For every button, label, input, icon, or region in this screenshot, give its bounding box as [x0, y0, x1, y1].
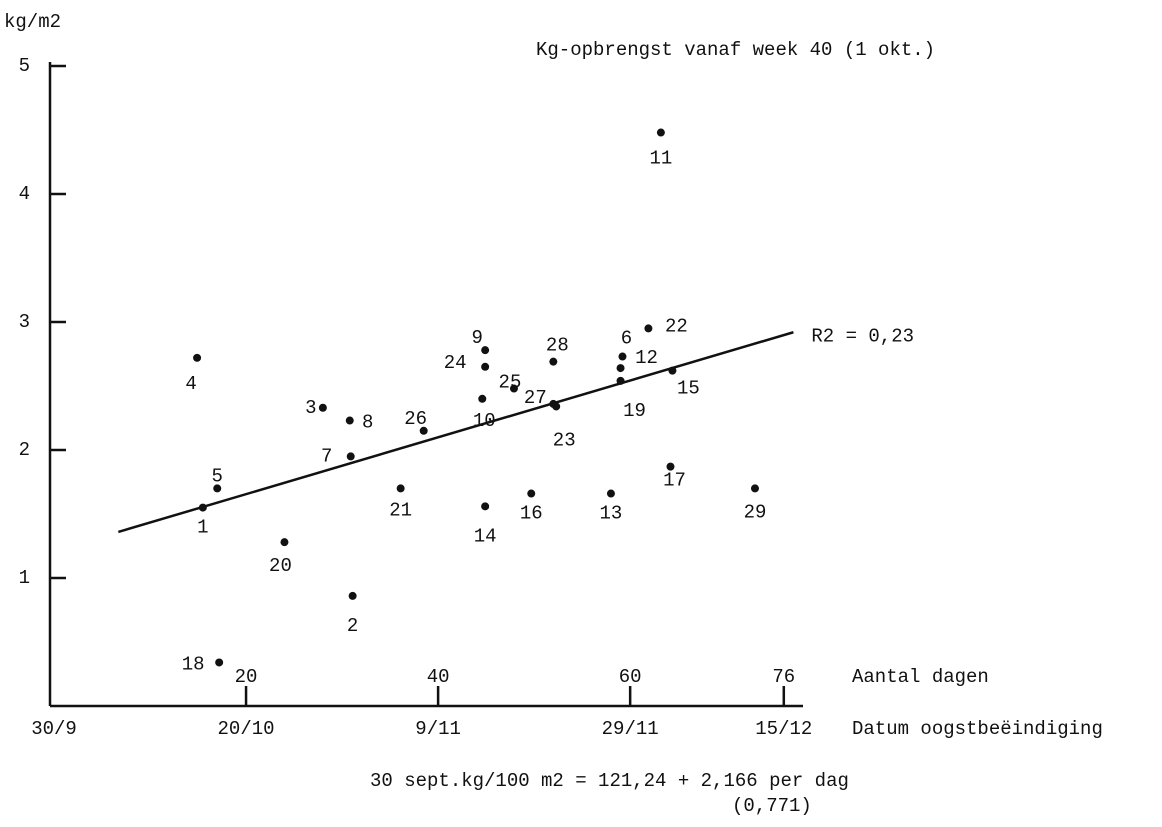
- date-tick-label: 15/12: [755, 718, 812, 740]
- chart-title: Kg-opbrengst vanaf week 40 (1 okt.): [536, 39, 935, 61]
- point-label: 20: [269, 555, 292, 577]
- point-label: 6: [621, 328, 632, 350]
- y-tick-label: 1: [19, 567, 30, 589]
- point-label: 24: [444, 352, 467, 374]
- point: [509, 384, 518, 393]
- point: [348, 591, 357, 600]
- point-label: 23: [553, 429, 576, 451]
- point-label: 29: [744, 501, 767, 523]
- point: [345, 416, 354, 425]
- point: [618, 352, 627, 361]
- point: [193, 353, 202, 362]
- x-tick-label: 20: [235, 666, 258, 688]
- date-axis-label: Datum oogstbeëindiging: [852, 718, 1103, 740]
- point-label: 22: [665, 315, 688, 337]
- point-label: 16: [520, 503, 543, 525]
- point: [616, 376, 625, 385]
- date-tick-label: 29/11: [602, 718, 659, 740]
- point: [280, 538, 289, 547]
- point: [198, 503, 207, 512]
- point-label: 11: [649, 148, 672, 170]
- point: [215, 658, 224, 667]
- point: [616, 364, 625, 373]
- point-label: 4: [185, 373, 196, 395]
- point: [666, 462, 675, 471]
- y-tick-label: 2: [19, 439, 30, 461]
- point: [318, 403, 327, 412]
- point: [213, 484, 222, 493]
- point: [481, 362, 490, 371]
- formula-note: (0,771): [732, 795, 812, 817]
- point-label: 9: [471, 327, 482, 349]
- point-label: 7: [321, 445, 332, 467]
- point: [419, 426, 428, 435]
- point: [656, 128, 665, 137]
- point-label: 19: [623, 400, 646, 422]
- point: [527, 489, 536, 498]
- point: [346, 452, 355, 461]
- x-tick-label: 76: [772, 666, 795, 688]
- point-label: 26: [404, 408, 427, 430]
- y-axis-label: kg/m2: [4, 11, 61, 33]
- point: [668, 366, 677, 375]
- point-label: 17: [663, 470, 686, 492]
- y-tick-label: 5: [19, 55, 30, 77]
- point: [644, 324, 653, 333]
- point: [750, 484, 759, 493]
- date-tick-label: 30/9: [31, 718, 77, 740]
- point: [549, 399, 558, 408]
- point: [478, 394, 487, 403]
- point-label: 21: [389, 499, 412, 521]
- point-label: 14: [474, 525, 497, 547]
- point-label: 8: [362, 412, 373, 434]
- point-label: 1: [197, 517, 208, 539]
- point-label: 27: [524, 387, 547, 409]
- point: [481, 346, 490, 355]
- annotation: R2 = 0,23: [811, 325, 914, 347]
- y-tick-label: 4: [19, 183, 30, 205]
- point: [396, 484, 405, 493]
- point-label: 5: [212, 465, 223, 487]
- point-label: 2: [347, 615, 358, 637]
- point-label: 10: [473, 410, 496, 432]
- point-label: 18: [182, 653, 205, 675]
- y-tick-label: 3: [19, 311, 30, 333]
- point: [481, 502, 490, 511]
- formula: 30 sept.kg/100 m2 = 121,24 + 2,166 per d…: [370, 770, 849, 792]
- point-label: 3: [305, 397, 316, 419]
- date-tick-label: 20/10: [218, 718, 275, 740]
- x-tick-label: 40: [427, 666, 450, 688]
- point-label: 15: [677, 378, 700, 400]
- x-axis-label: Aantal dagen: [852, 666, 989, 688]
- x-tick-label: 60: [619, 666, 642, 688]
- trend-line: [117, 331, 794, 534]
- point: [606, 489, 615, 498]
- point: [549, 357, 558, 366]
- point-label: 12: [635, 347, 658, 369]
- date-tick-label: 9/11: [415, 718, 461, 740]
- point-label: 28: [546, 335, 569, 357]
- point-label: 25: [499, 372, 522, 394]
- point-label: 13: [600, 503, 623, 525]
